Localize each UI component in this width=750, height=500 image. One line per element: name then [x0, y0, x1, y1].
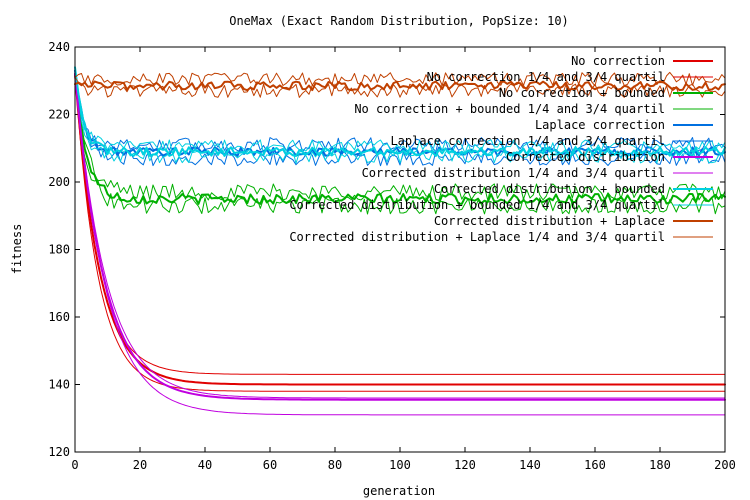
- series-line: [74, 70, 726, 167]
- chart-title: OneMax (Exact Random Distribution, PopSi…: [229, 14, 569, 28]
- x-axis-label: generation: [363, 484, 435, 498]
- x-tick-label: 140: [519, 458, 541, 472]
- x-tick-label: 160: [584, 458, 606, 472]
- series-line: [74, 73, 726, 215]
- x-tick-label: 200: [714, 458, 736, 472]
- legend-label: Corrected distribution + bounded: [434, 182, 665, 196]
- y-tick-label: 200: [48, 175, 70, 189]
- series-line: [74, 73, 726, 386]
- plot-frame: [74, 46, 726, 453]
- legend-label: Corrected distribution + Laplace: [434, 214, 665, 228]
- series-line: [74, 73, 726, 201]
- series-line: [74, 73, 726, 205]
- legend-label: Laplace correction: [535, 118, 665, 132]
- x-tick-label: 180: [649, 458, 671, 472]
- legend-label: No correction 1/4 and 3/4 quartil: [427, 70, 665, 84]
- x-tick-label: 100: [389, 458, 411, 472]
- y-tick-label: 120: [48, 445, 70, 459]
- series-line: [74, 73, 726, 399]
- series-line: [74, 76, 726, 98]
- series-line: [74, 66, 726, 164]
- series-lines: [74, 66, 726, 416]
- series-line: [74, 73, 726, 375]
- legend-label: Corrected distribution 1/4 and 3/4 quart…: [362, 166, 665, 180]
- x-tick-label: 80: [328, 458, 342, 472]
- x-tick-label: 0: [71, 458, 78, 472]
- legend-label: Laplace correction 1/4 and 3/4 quartil: [390, 134, 665, 148]
- legend-label: Corrected distribution + bounded 1/4 and…: [289, 198, 665, 212]
- series-line: [74, 70, 726, 153]
- legend-label: Corrected distribution: [506, 150, 665, 164]
- y-tick-label: 180: [48, 243, 70, 257]
- legend-label: No correction: [571, 54, 665, 68]
- x-tick-label: 40: [198, 458, 212, 472]
- x-tick-label: 60: [263, 458, 277, 472]
- legend-label: No correction + bounded 1/4 and 3/4 quar…: [354, 102, 665, 116]
- tick-labels: 0 20 40 60 80 100 120 140 160 180 200 120 140 160 180 2…: [48, 40, 736, 472]
- legend-label: No correction + bounded: [499, 86, 665, 100]
- series-line: [74, 80, 726, 92]
- y-tick-label: 160: [48, 310, 70, 324]
- y-tick-label: 140: [48, 378, 70, 392]
- legend-label: Corrected distribution + Laplace 1/4 and…: [289, 230, 665, 244]
- y-axis-label: fitness: [10, 224, 24, 275]
- series-line: [74, 73, 726, 401]
- x-tick-label: 120: [454, 458, 476, 472]
- series-line: [74, 66, 726, 157]
- series-line: [74, 66, 726, 154]
- legend: No correction No correction 1/4 and 3/4 q…: [289, 54, 713, 244]
- x-tick-label: 20: [133, 458, 147, 472]
- series-line: [74, 71, 726, 87]
- y-tick-label: 240: [48, 40, 70, 54]
- series-line: [74, 73, 726, 416]
- y-tick-label: 220: [48, 108, 70, 122]
